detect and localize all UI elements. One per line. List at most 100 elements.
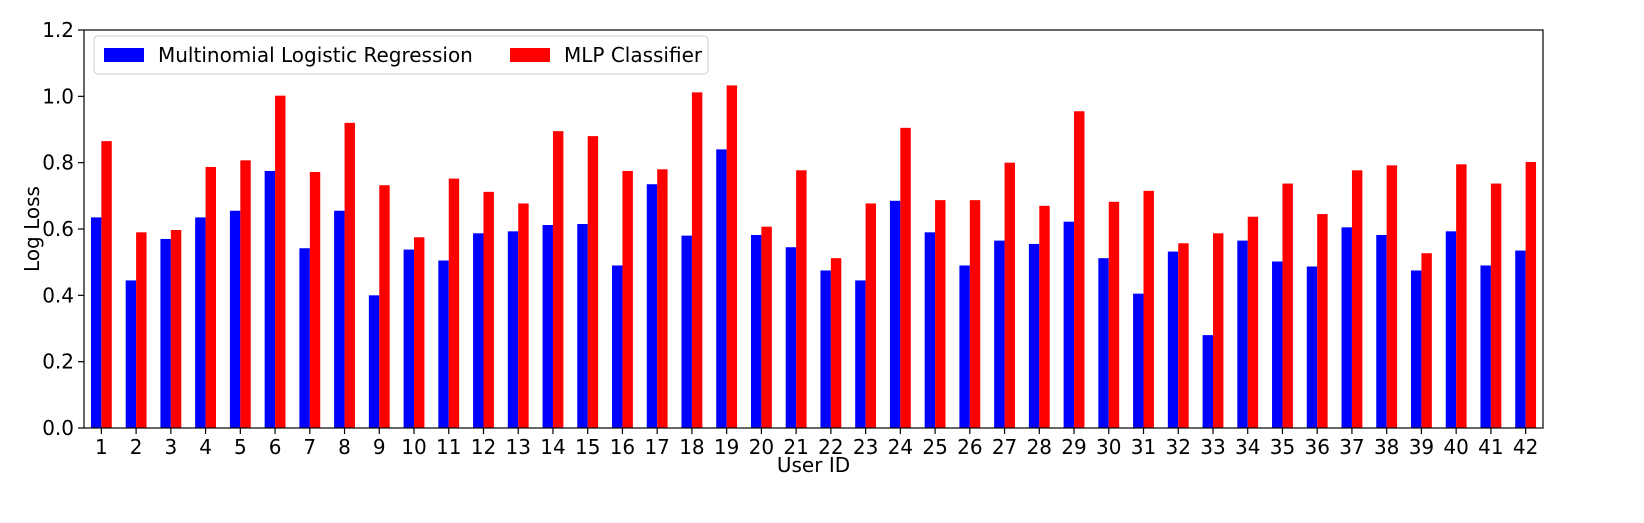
y-tick-label: 0.0: [42, 416, 74, 440]
bar-mlp-classifier-user-10: [414, 237, 425, 428]
y-axis-label: Log Loss: [20, 186, 44, 272]
bar-mlp-classifier-user-33: [1212, 233, 1224, 428]
bar-mlp-classifier-user-23: [865, 203, 877, 428]
bar-mlp-classifier-user-3: [170, 230, 182, 428]
bar-mlp-classifier-user-5: [240, 160, 251, 428]
bar-logistic-regression-user-40: [1445, 231, 1457, 428]
bar-logistic-regression-user-30: [1098, 258, 1109, 428]
x-tick-label: 35: [1270, 435, 1295, 459]
x-tick-label: 22: [818, 435, 843, 459]
legend-swatch-logistic-regression: [104, 48, 144, 62]
bar-mlp-classifier-user-4: [205, 166, 216, 429]
y-tick-label: 0.4: [42, 283, 74, 307]
x-tick-label: 26: [957, 435, 982, 459]
bar-logistic-regression-user-39: [1411, 270, 1422, 428]
x-tick-label: 12: [471, 435, 496, 459]
bar-mlp-classifier-user-14: [552, 131, 564, 428]
y-tick-label: 1.2: [42, 18, 74, 42]
bar-mlp-classifier-user-30: [1108, 201, 1120, 428]
x-tick-label: 19: [714, 435, 739, 459]
bar-logistic-regression-user-17: [646, 184, 658, 428]
x-tick-label: 1: [95, 435, 108, 459]
x-axis: 1 2 3 4 5 6 7 8 9 10 11 12 13 14 15 16 17 18 19 20 21 22 23 24 2…: [95, 428, 1538, 459]
bar-logistic-regression-user-19: [716, 149, 727, 428]
bar-logistic-regression-user-37: [1341, 227, 1352, 428]
x-tick-label: 5: [234, 435, 247, 459]
x-tick-label: 24: [888, 435, 913, 459]
bar-logistic-regression-user-38: [1376, 234, 1387, 428]
bar-mlp-classifier-user-19: [726, 85, 738, 428]
bar-logistic-regression-user-36: [1306, 266, 1318, 428]
bar-logistic-regression-user-7: [299, 248, 310, 428]
legend-swatch-mlp-classifier: [510, 48, 550, 62]
bar-logistic-regression-user-34: [1237, 240, 1248, 428]
bar-logistic-regression-user-3: [160, 238, 171, 428]
x-tick-label: 20: [749, 435, 774, 459]
bar-mlp-classifier-user-20: [761, 226, 772, 428]
bar-mlp-classifier-user-1: [101, 141, 112, 429]
bar-mlp-classifier-user-26: [969, 200, 981, 428]
bar-logistic-regression-user-21: [785, 247, 797, 428]
bar-logistic-regression-user-9: [368, 295, 380, 428]
bar-logistic-regression-user-33: [1202, 335, 1213, 428]
x-tick-label: 29: [1061, 435, 1086, 459]
x-tick-label: 14: [540, 435, 565, 459]
bar-logistic-regression-user-4: [195, 217, 206, 428]
x-tick-label: 15: [575, 435, 600, 459]
x-tick-label: 7: [303, 435, 316, 459]
bar-mlp-classifier-user-27: [1004, 162, 1015, 429]
x-tick-label: 40: [1443, 435, 1468, 459]
x-tick-label: 31: [1131, 435, 1156, 459]
bar-logistic-regression-user-16: [612, 265, 623, 428]
bar-logistic-regression-user-5: [229, 210, 241, 428]
plot-frame: [83, 29, 1544, 429]
bar-mlp-classifier-user-37: [1351, 170, 1363, 429]
bar-mlp-classifier-user-35: [1282, 183, 1293, 428]
bar-mlp-classifier-user-18: [691, 92, 703, 428]
bar-mlp-classifier-user-6: [275, 95, 286, 429]
x-tick-label: 41: [1478, 435, 1503, 459]
bar-logistic-regression-user-25: [924, 232, 936, 428]
bar-mlp-classifier-user-7: [309, 171, 321, 428]
bars-layer: [90, 85, 1537, 429]
bar-logistic-regression-user-2: [125, 280, 137, 428]
x-tick-label: 3: [164, 435, 177, 459]
y-axis: 0.0 0.2 0.4 0.6 0.8 1.0 1.2: [42, 18, 84, 440]
bar-mlp-classifier-user-13: [518, 203, 529, 428]
bar-logistic-regression-user-32: [1167, 251, 1179, 428]
x-tick-label: 42: [1513, 435, 1538, 459]
bar-mlp-classifier-user-42: [1525, 162, 1537, 428]
bar-logistic-regression-user-1: [90, 217, 102, 428]
x-tick-label: 16: [610, 435, 635, 459]
bar-logistic-regression-user-6: [264, 170, 276, 428]
bar-logistic-regression-user-10: [403, 249, 415, 428]
x-tick-label: 13: [505, 435, 530, 459]
bar-logistic-regression-user-8: [334, 210, 345, 428]
bar-logistic-regression-user-14: [542, 225, 553, 428]
bar-mlp-classifier-user-25: [935, 200, 946, 428]
bar-logistic-regression-user-29: [1063, 221, 1075, 428]
bar-mlp-classifier-user-28: [1039, 205, 1050, 428]
bar-logistic-regression-user-22: [820, 270, 831, 428]
legend-label-logistic-regression: Multinomial Logistic Regression: [158, 43, 473, 67]
x-tick-label: 38: [1374, 435, 1399, 459]
x-tick-label: 17: [644, 435, 669, 459]
y-tick-label: 1.0: [42, 84, 74, 108]
x-tick-label: 27: [992, 435, 1017, 459]
bar-logistic-regression-user-26: [959, 265, 970, 428]
x-tick-label: 30: [1096, 435, 1121, 459]
bar-mlp-classifier-user-15: [587, 136, 599, 428]
bar-mlp-classifier-user-2: [136, 232, 147, 428]
x-tick-label: 34: [1235, 435, 1260, 459]
bar-mlp-classifier-user-36: [1317, 214, 1328, 428]
bar-logistic-regression-user-15: [577, 224, 588, 428]
bar-mlp-classifier-user-8: [344, 122, 355, 429]
bar-logistic-regression-user-11: [438, 260, 449, 428]
x-tick-label: 6: [269, 435, 282, 459]
x-tick-label: 2: [130, 435, 143, 459]
bar-logistic-regression-user-24: [889, 200, 901, 428]
bar-logistic-regression-user-18: [681, 235, 692, 428]
bar-logistic-regression-user-31: [1133, 293, 1144, 428]
bar-mlp-classifier-user-22: [830, 258, 842, 428]
